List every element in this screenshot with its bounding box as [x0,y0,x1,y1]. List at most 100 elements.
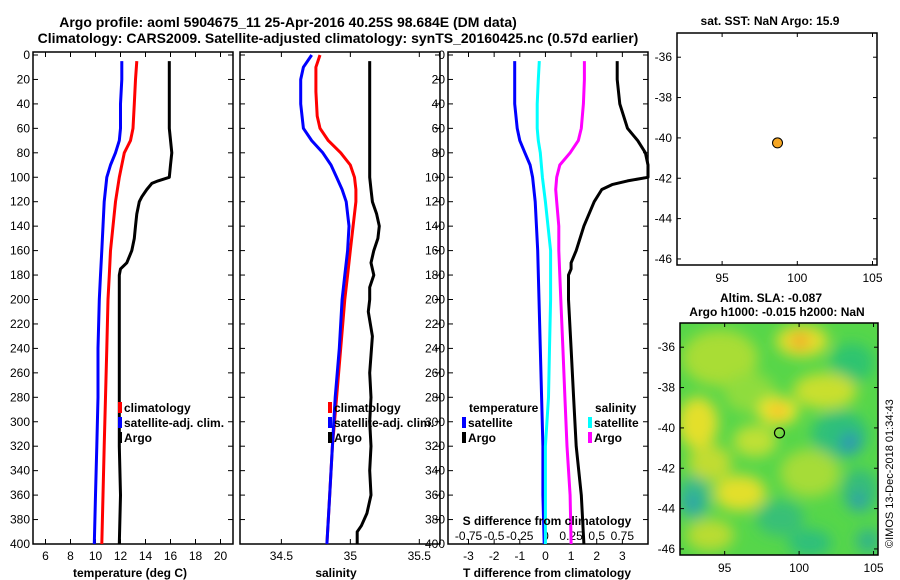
temperature-depth-ticks: 0 20 40 60 80 100 120 140 160 180 200 220 240 260 280 3… [10,48,233,551]
depth-tick-label: 100 [425,170,445,184]
depth-tick-label: 0 [438,48,445,62]
map-y-tick-label: -36 [658,340,676,354]
depth-tick-label: 160 [425,244,445,258]
x-tick-label: 0 [542,549,549,563]
difference-x-ticks: -3 -2 -1 0 1 2 3 [463,52,626,563]
series-line-salinity-argo [554,61,586,545]
legend-title-salinity: salinity [595,401,637,415]
map-x-tick-label: 105 [862,271,882,285]
depth-tick-label: 200 [10,293,30,307]
map-x-tick-label: 105 [864,561,884,575]
depth-tick-label: 320 [425,439,445,453]
s-tick-label: -0.5 [484,529,505,543]
difference-plot-frame [447,51,649,545]
legend-label-s-satellite: satellite [594,416,639,430]
legend-label-t-argo: Argo [468,431,496,445]
legend-swatch-t-argo [462,432,466,443]
depth-tick-label: 320 [10,439,30,453]
imos-credit: ©IMOS 13-Dec-2018 01:34:43 [884,399,896,548]
s-tick-label: 0.75 [611,529,635,543]
legend-label-s-argo: Argo [594,431,622,445]
s-difference-axis-label: S difference from climatology [463,514,632,528]
series-line-satellite-adj-clim- [92,61,124,545]
temperature-legend: climatology satellite-adj. clim. Argo [118,401,224,445]
legend-label-argo: Argo [334,431,362,445]
x-tick-label: 20 [214,549,228,563]
s-tick-label: -0.25 [506,529,534,543]
temperature-series [92,60,174,545]
depth-tick-label: 200 [425,293,445,307]
depth-tick-label: 400 [425,537,445,551]
x-tick-label: 18 [189,549,203,563]
depth-tick-label: 40 [432,97,446,111]
series-line-climatology [100,60,139,545]
x-tick-label: 3 [619,549,626,563]
sst-map-ticks: 95 100 105 -36 -38 -40 -42 -44 -46 [655,33,883,285]
legend-label-satellite: satellite-adj. clim. [334,416,434,430]
x-tick-label: 6 [42,549,49,563]
salinity-plot-frame [239,51,441,545]
map-x-tick-label: 100 [789,561,809,575]
legend-label-climatology: climatology [334,401,401,415]
salinity-x-ticks: 34.5 35 35.5 [270,52,432,563]
depth-tick-label: 380 [425,513,445,527]
depth-tick-label: 20 [17,72,31,86]
legend-swatch-s-satellite [588,417,592,428]
map-x-tick-label: 95 [718,561,732,575]
x-tick-label: 12 [114,549,128,563]
map-y-tick-label: -38 [658,381,676,395]
x-tick-label: 10 [89,549,103,563]
depth-tick-label: 280 [10,390,30,404]
depth-tick-label: 220 [10,317,30,331]
depth-tick-label: 380 [10,513,30,527]
salinity-series [299,54,381,545]
sla-map-ticks: 95 100 105 -36 -38 -40 -42 -44 -46 [658,323,884,575]
x-tick-label: 35.5 [408,549,432,563]
depth-tick-label: 160 [10,244,30,258]
sla-map-subtitle: Argo h1000: -0.015 h2000: NaN [689,305,864,319]
map-x-tick-label: 100 [787,271,807,285]
x-tick-label: 2 [593,549,600,563]
depth-tick-label: 140 [425,219,445,233]
argo-location-marker [772,137,783,149]
salinity-x-axis-label: salinity [315,566,357,580]
difference-legend-salinity: salinity satellite Argo [588,401,639,445]
legend-label-argo: Argo [124,431,152,445]
map-y-tick-label: -40 [658,421,676,435]
legend-swatch-s-argo [588,432,592,443]
sst-map-panel: sat. SST: NaN Argo: 15.9 95 100 105 -36 -38 -… [655,14,883,285]
depth-tick-label: 80 [432,146,446,160]
map-y-tick-label: -44 [658,502,676,516]
difference-panel: 0204060801001201401601802002202402602803… [425,48,650,580]
x-tick-label: 16 [164,549,178,563]
depth-tick-label: 180 [425,268,445,282]
legend-label-satellite: satellite-adj. clim. [124,416,224,430]
sla-map-title: Altim. SLA: -0.087 [720,291,822,305]
depth-tick-label: 300 [10,415,30,429]
depth-tick-label: 300 [425,415,445,429]
sla-map-panel: Altim. SLA: -0.087 Argo h1000: -0.015 h2… [658,291,884,575]
legend-swatch-satellite [328,417,332,428]
depth-tick-label: 120 [425,195,445,209]
legend-label-climatology: climatology [124,401,191,415]
x-tick-label: -1 [514,549,525,563]
sla-heatmap [680,323,878,555]
x-tick-label: 1 [568,549,575,563]
depth-tick-label: 140 [10,219,30,233]
salinity-depth-ticks [240,54,440,545]
series-line-satellite-adj-clim- [299,54,351,545]
depth-tick-label: 240 [10,341,30,355]
depth-tick-label: 260 [10,366,30,380]
legend-swatch-climatology [118,402,122,413]
legend-label-t-satellite: satellite [468,416,513,430]
depth-tick-label: 240 [425,341,445,355]
depth-tick-label: 100 [10,170,30,184]
series-line-salinity-satellite [535,61,553,544]
salinity-panel: 34.5 35 35.5 salinity climatology satellit… [239,51,441,580]
map-y-tick-label: -42 [655,171,673,185]
map-y-tick-label: -46 [655,252,673,266]
salinity-difference-ticks: -0.75 -0.5 -0.25 0 0.25 0.5 0.75 [455,529,635,543]
depth-tick-label: 400 [10,537,30,551]
map-y-tick-label: -40 [655,131,673,145]
